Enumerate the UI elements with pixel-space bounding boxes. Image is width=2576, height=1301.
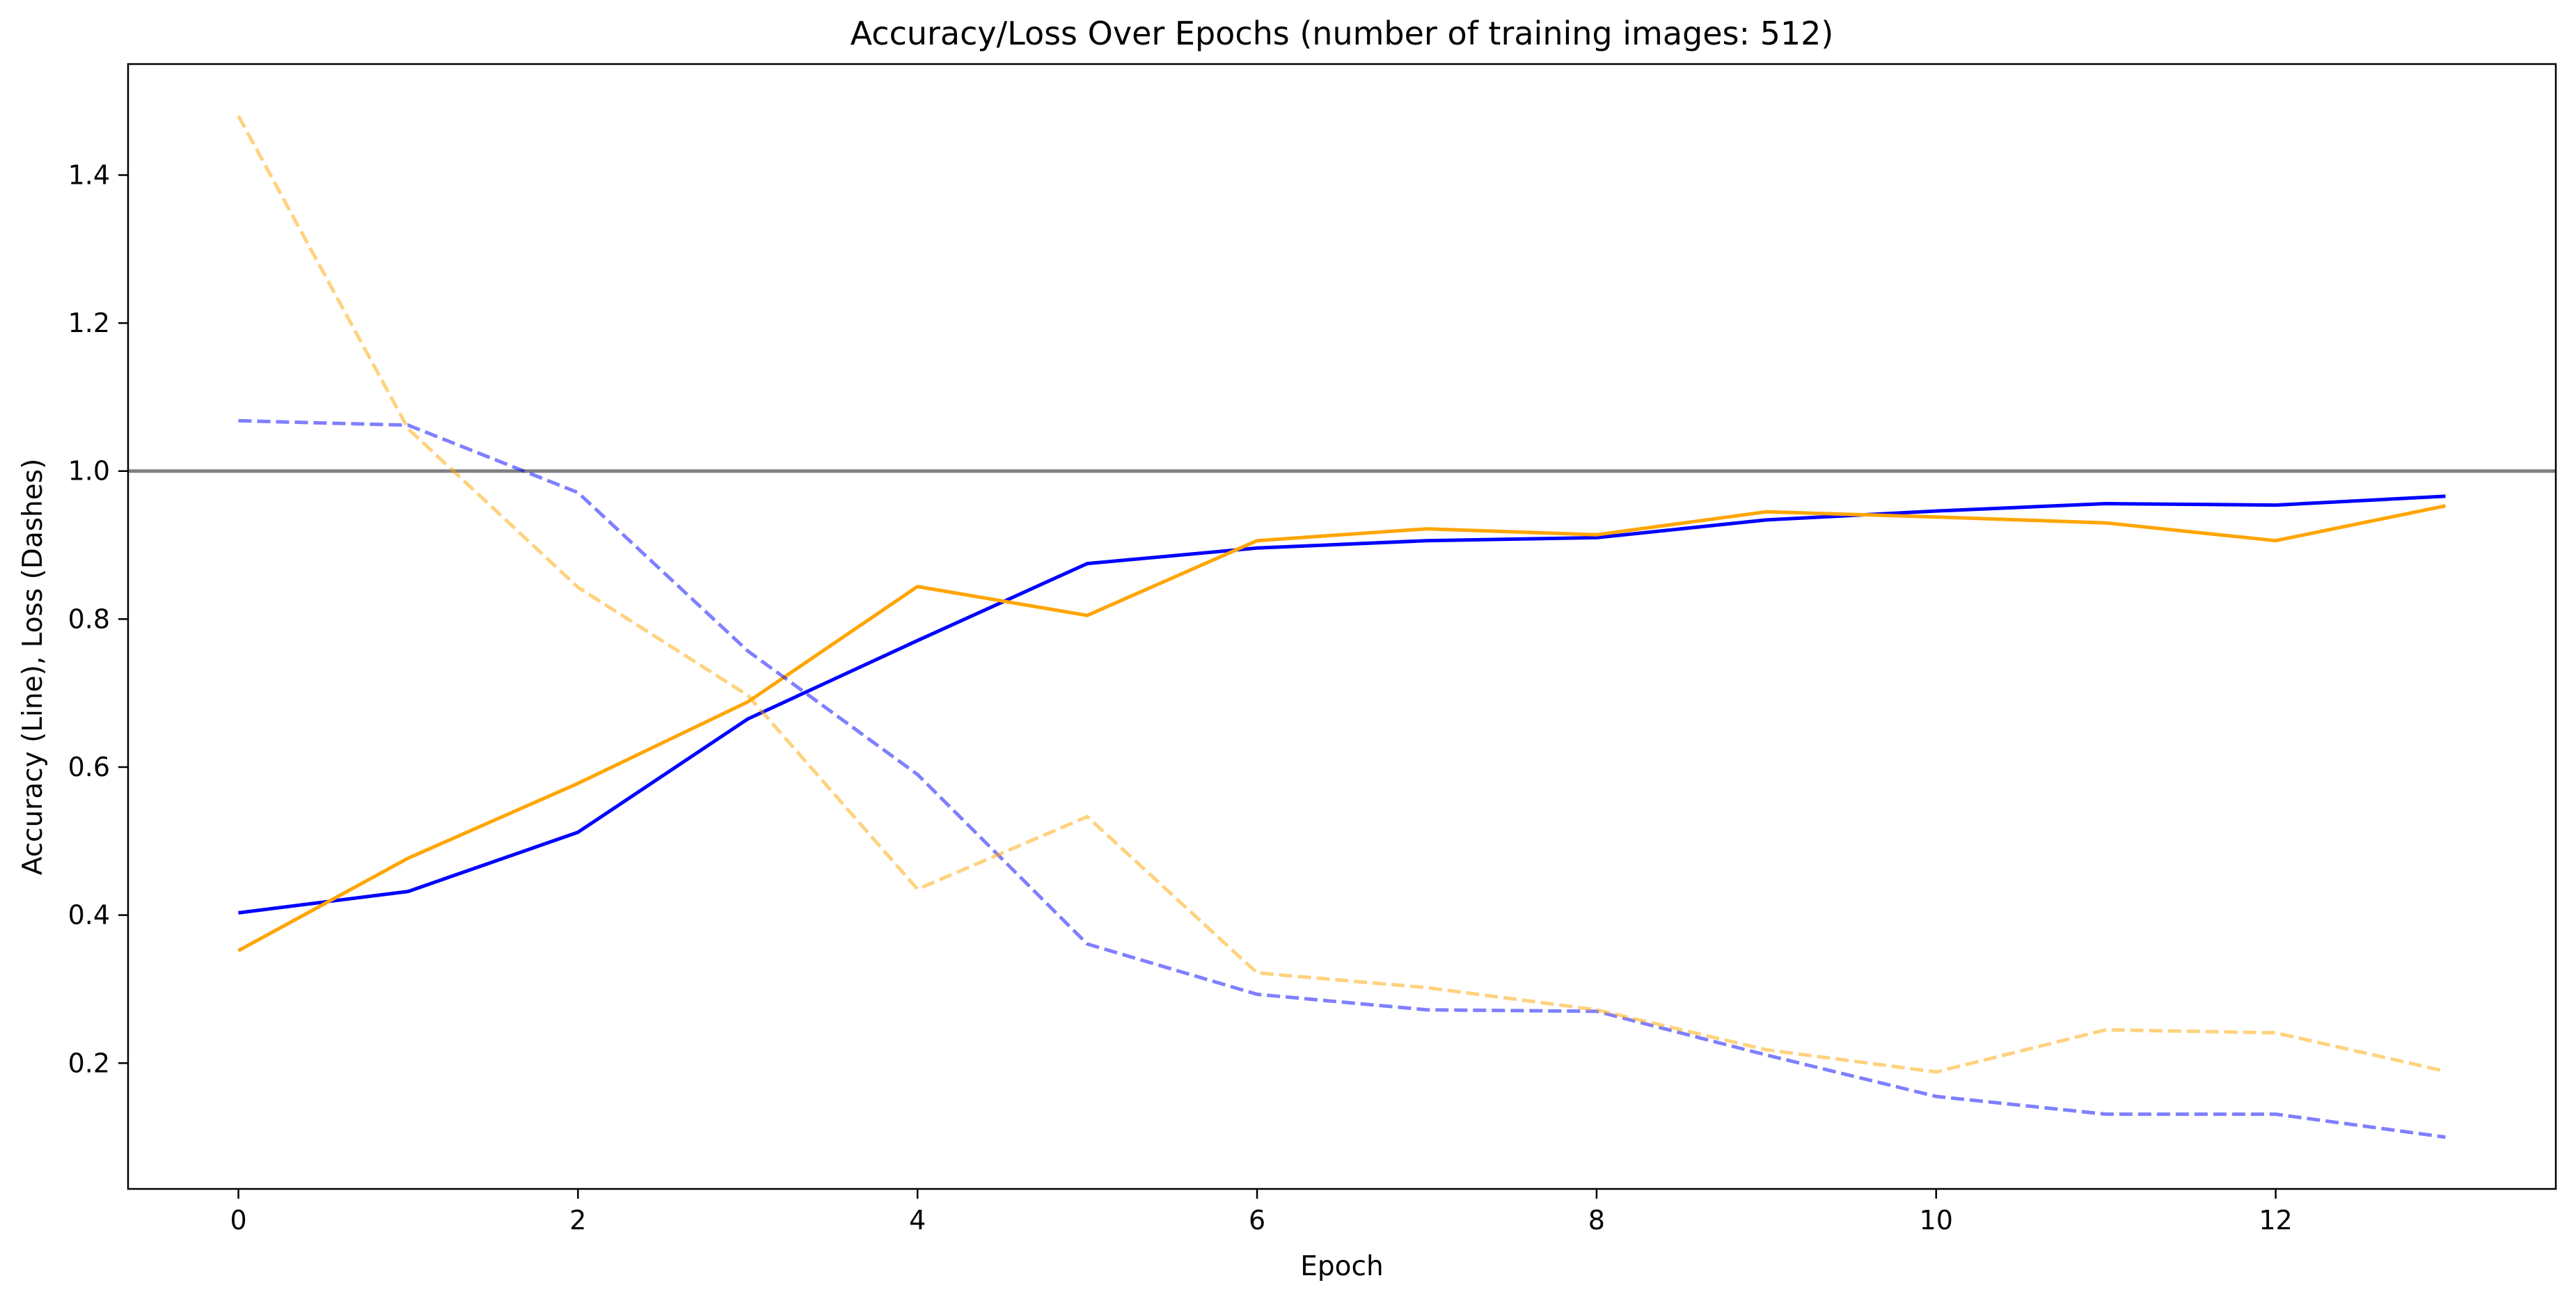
y-tick-label: 1.4: [68, 159, 110, 190]
x-tick-label: 2: [569, 1205, 586, 1236]
series-line-4: [237, 115, 2447, 1074]
y-tick-label: 1.2: [68, 308, 110, 338]
x-tick-label: 10: [1920, 1205, 1953, 1236]
x-tick-label: 0: [230, 1205, 246, 1236]
y-tick-label: 0.4: [68, 900, 110, 931]
y-tick-label: 0.8: [68, 604, 110, 634]
x-tick-label: 4: [909, 1205, 926, 1236]
plot-area: 0 2 4 6 8 10 12 0.2 0.4 0.6 0.8 1.0 1.2 1.4: [68, 63, 2557, 1236]
series-line-2: [237, 504, 2447, 952]
x-tick-label: 8: [1588, 1205, 1605, 1236]
x-tick-label: 6: [1249, 1205, 1265, 1236]
series-line-1: [238, 494, 2446, 915]
y-axis-label: Accuracy (Line), Loss (Dashes): [17, 459, 49, 876]
y-tick-label: 1.0: [68, 456, 110, 487]
series-line-3: [238, 418, 2446, 1140]
x-tick-label: 12: [2259, 1205, 2292, 1236]
y-tick-label: 0.2: [68, 1048, 110, 1078]
y-tick-label: 0.6: [68, 752, 110, 782]
chart-title: Accuracy/Loss Over Epochs (number of tra…: [851, 15, 1834, 52]
plot-frame: [127, 63, 2557, 1190]
x-axis-label: Epoch: [1300, 1251, 1383, 1282]
